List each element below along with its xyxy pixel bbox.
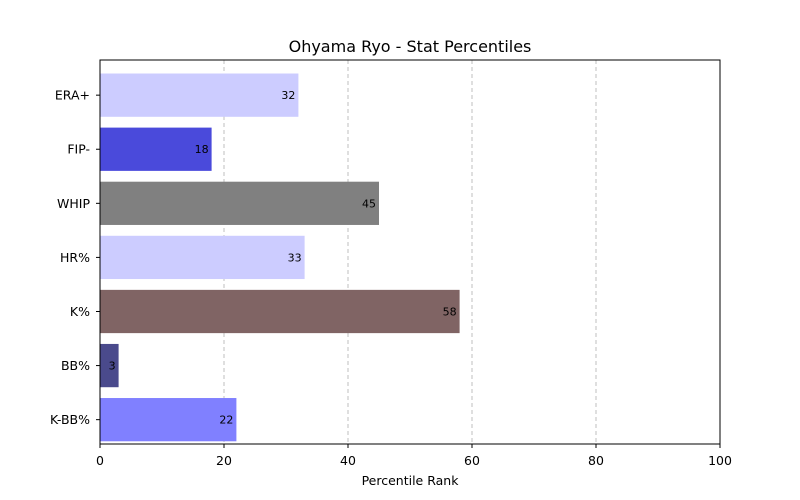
- bar-value-label: 18: [195, 143, 209, 156]
- x-tick-label: 0: [96, 453, 104, 468]
- x-axis: 0 20 40 60 80 100: [96, 444, 732, 468]
- bar-value-label: 45: [362, 197, 376, 210]
- y-tick-label: K-BB%: [50, 412, 90, 427]
- x-tick-label: 60: [464, 453, 480, 468]
- x-tick-label: 80: [588, 453, 604, 468]
- bar-value-label: 3: [109, 360, 116, 373]
- bar-k-bb: [100, 398, 237, 442]
- chart-title: Ohyama Ryo - Stat Percentiles: [289, 37, 532, 56]
- y-axis: ERA+ FIP- WHIP HR% K% BB% K-BB%: [50, 88, 100, 427]
- bars: [100, 73, 460, 442]
- bar-hr: [100, 235, 305, 280]
- bar-value-label: 58: [443, 305, 457, 318]
- y-tick-label: K%: [70, 304, 90, 319]
- bar-era: [100, 73, 299, 117]
- bar-value-label: 32: [281, 89, 295, 102]
- y-tick-label: WHIP: [57, 196, 90, 211]
- x-tick-label: 20: [216, 453, 232, 468]
- x-axis-label: Percentile Rank: [362, 473, 460, 488]
- bar-value-label: 33: [288, 251, 302, 264]
- bar-fip: [100, 127, 212, 171]
- bar-k: [100, 289, 460, 334]
- y-tick-label: BB%: [61, 358, 90, 373]
- bar-labels: 32 18 45 33 58 3 22: [109, 89, 457, 427]
- y-tick-label: HR%: [60, 250, 90, 265]
- bar-value-label: 22: [219, 414, 233, 427]
- y-tick-label: FIP-: [67, 142, 90, 157]
- bar-whip: [100, 181, 379, 225]
- plot-frame: [99, 59, 721, 445]
- x-tick-label: 100: [708, 453, 732, 468]
- bar-bb: [100, 343, 119, 388]
- x-tick-label: 40: [340, 453, 356, 468]
- y-tick-label: ERA+: [55, 88, 90, 103]
